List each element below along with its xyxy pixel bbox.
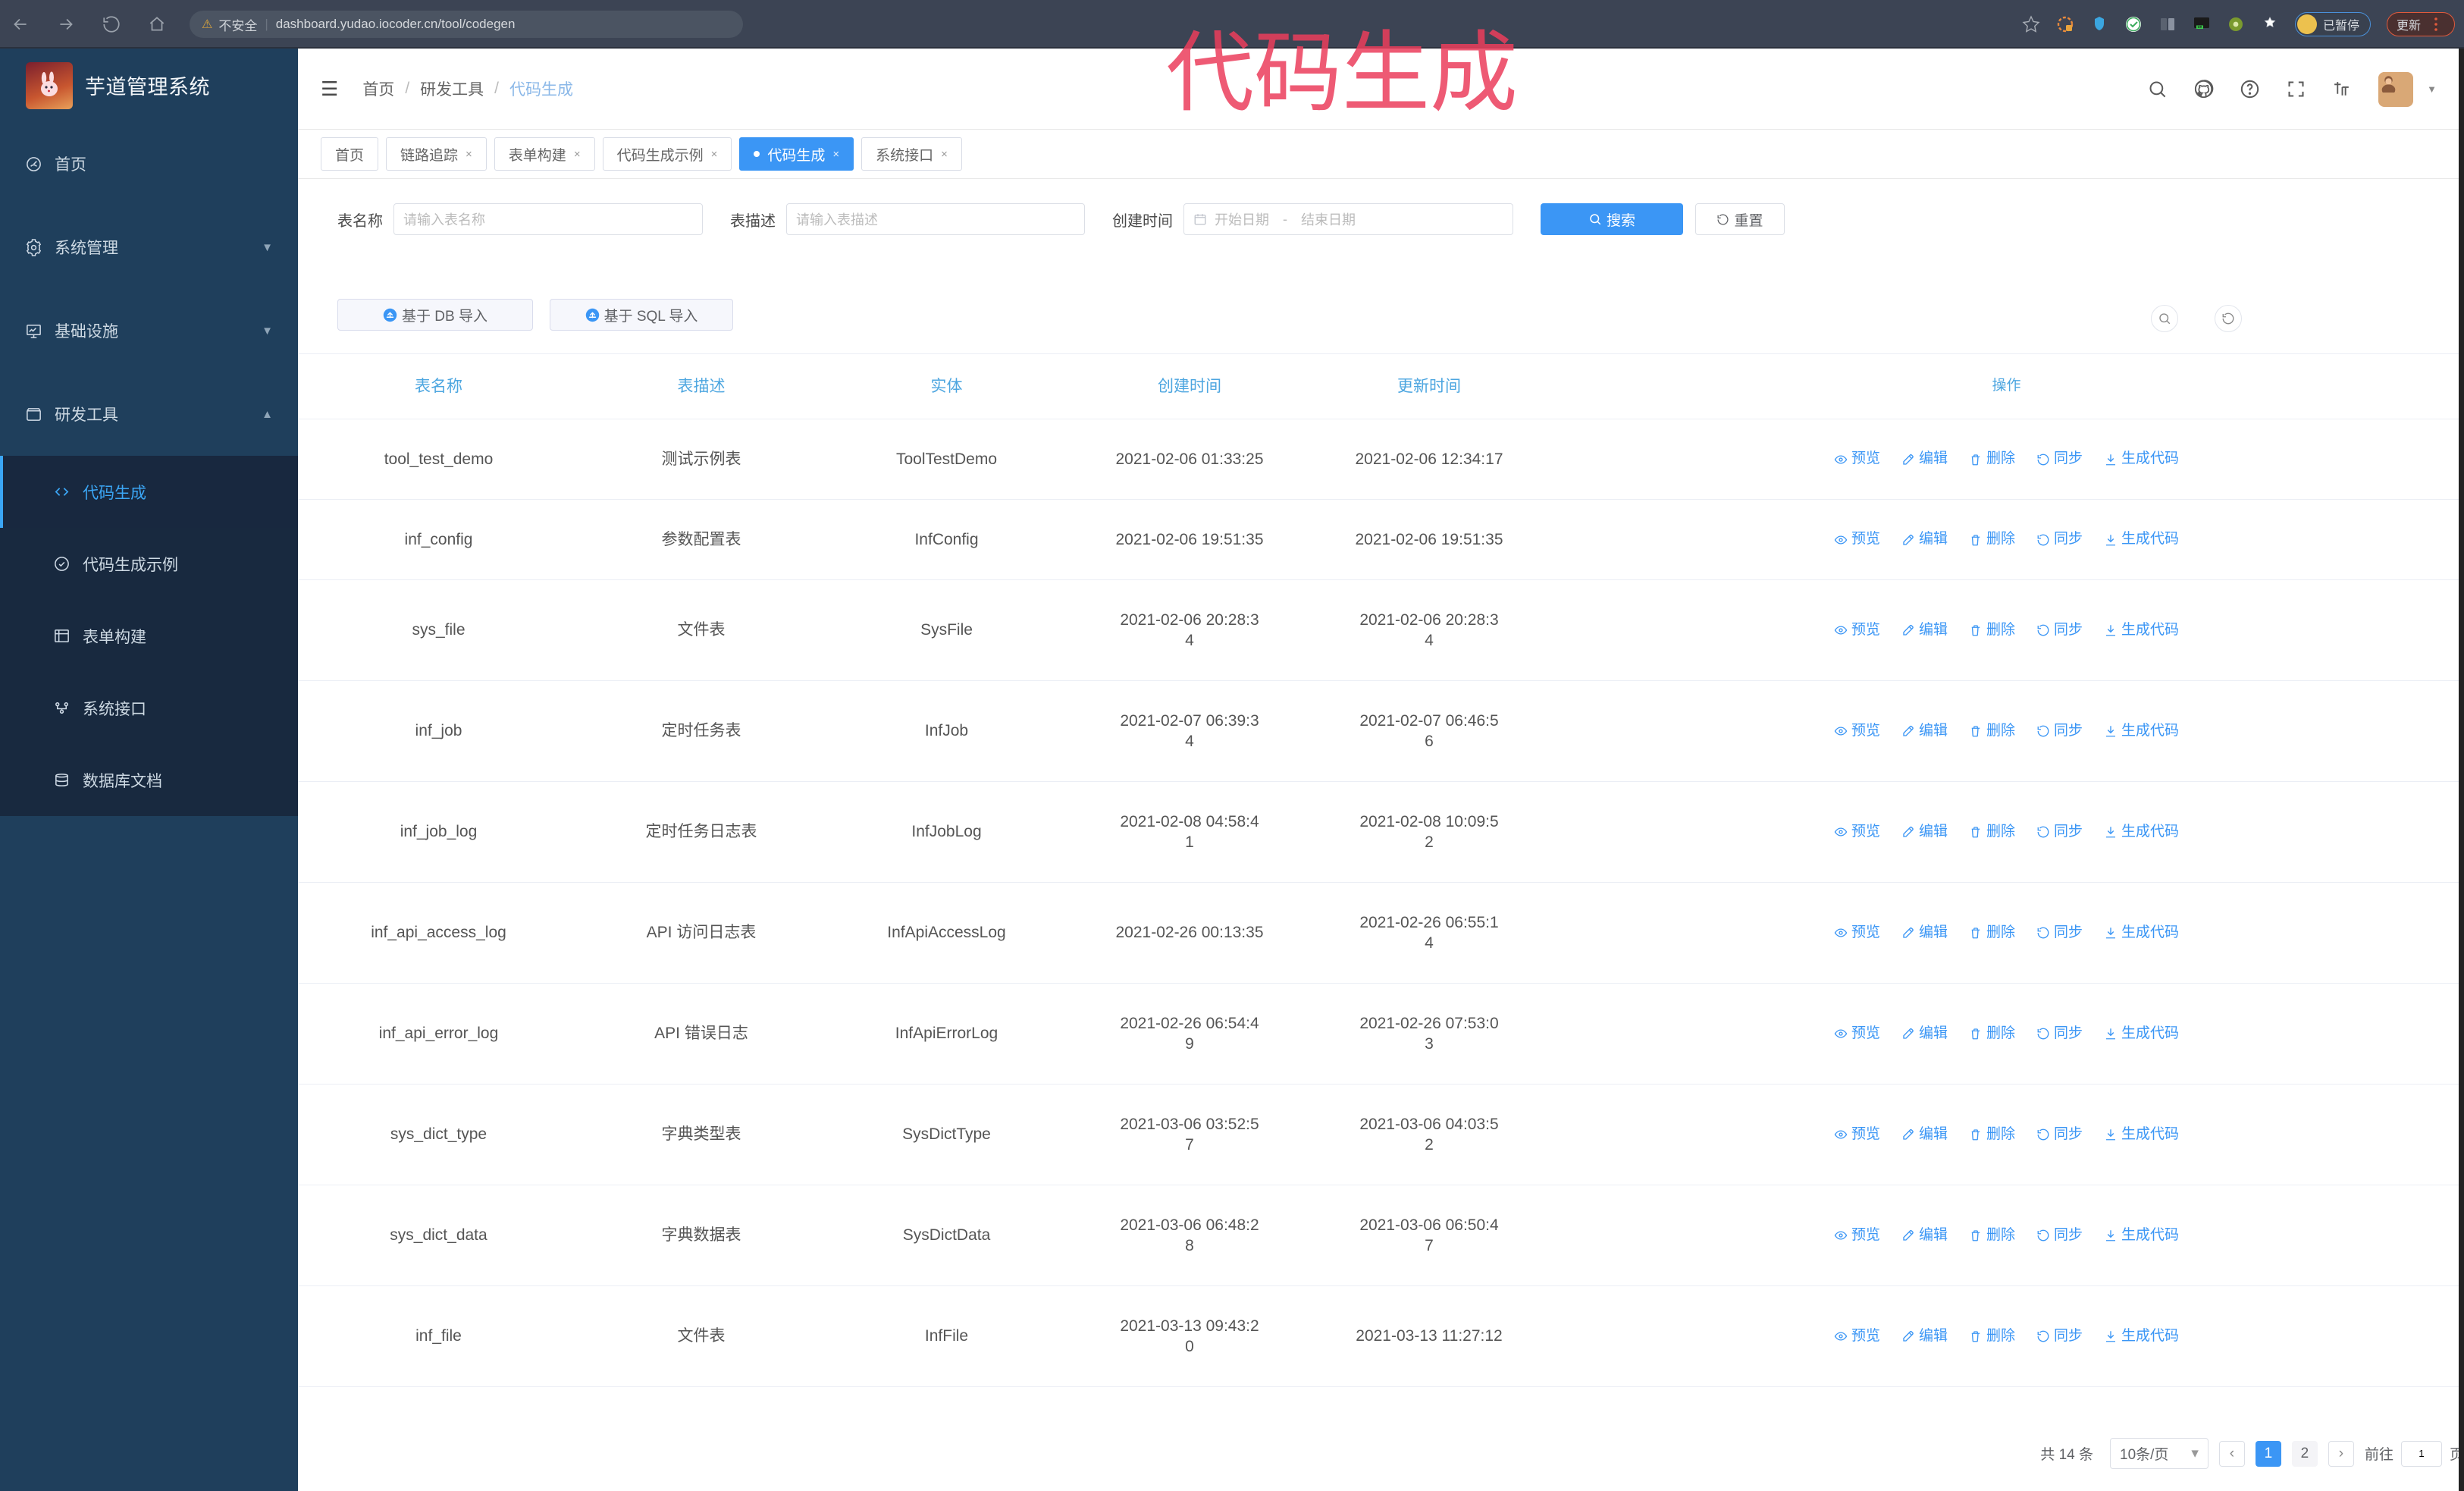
svg-text:on: on bbox=[2197, 25, 2202, 30]
